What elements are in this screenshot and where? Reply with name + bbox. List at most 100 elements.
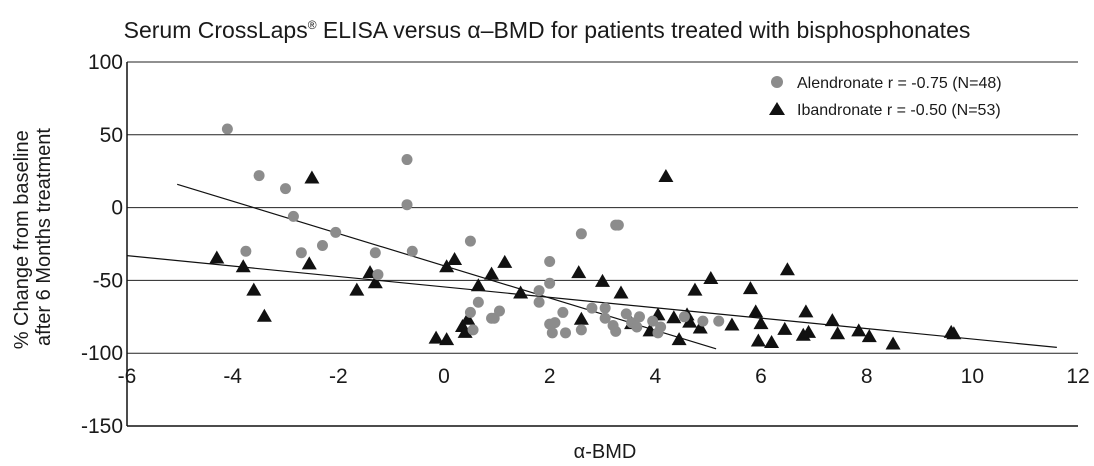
chart-title-main: Serum CrossLaps — [124, 17, 308, 43]
ibandronate-point — [742, 281, 758, 295]
alendronate-point — [280, 183, 291, 195]
alendronate-point — [620, 308, 632, 320]
alendronate-point — [599, 302, 611, 314]
ibandronate-point — [439, 259, 455, 273]
data-points — [209, 123, 962, 350]
ibandronate-point — [571, 265, 587, 279]
alendronate-point — [401, 199, 413, 211]
legend: Alendronate r = -0.75 (N=48) Ibandronate… — [769, 75, 1002, 119]
ibandronate-point — [946, 326, 962, 340]
ibandronate-point — [246, 282, 262, 296]
ibandronate-point — [748, 304, 764, 318]
axes — [126, 62, 1078, 427]
x-tick-label: -4 — [223, 365, 242, 388]
alendronate-point — [549, 317, 561, 329]
alendronate-point — [472, 296, 484, 308]
alendronate-point — [575, 228, 587, 240]
ibandronate-point — [824, 313, 840, 327]
ibandronate-point — [703, 270, 719, 284]
alendronate-point — [372, 269, 384, 281]
alendronate-point — [240, 245, 252, 257]
ibandronate-point — [484, 266, 500, 280]
ibandronate-point — [235, 259, 251, 273]
x-tick-label: 12 — [1066, 365, 1089, 388]
x-tick-label: 2 — [544, 365, 556, 388]
alendronate-point — [633, 311, 645, 323]
ibandronate-point — [497, 254, 513, 268]
alendronate-point — [575, 324, 587, 336]
y-tick-label: 100 — [88, 51, 123, 74]
legend-alendronate-marker — [771, 76, 783, 88]
alendronate-point — [295, 247, 307, 259]
alendronate-point — [560, 327, 572, 339]
alendronate-point — [647, 315, 659, 327]
alendronate-point — [464, 235, 476, 247]
alendronate-point — [546, 327, 558, 339]
y-tick-label: 50 — [100, 124, 123, 147]
legend-alendronate-label: Alendronate r = -0.75 (N=48) — [797, 75, 1002, 92]
ibandronate-point — [750, 333, 766, 347]
alendronate-point — [599, 312, 611, 324]
ibandronate-point — [447, 252, 463, 266]
alendronate-point — [221, 123, 233, 135]
alendronate-point — [713, 315, 725, 327]
y-tick-label: -150 — [81, 415, 123, 438]
chart-title: Serum CrossLaps® ELISA versus α–BMD for … — [124, 17, 971, 43]
gridlines — [127, 61, 1078, 354]
alendronate-point — [610, 325, 622, 337]
regression-line-ibandronate — [126, 255, 1057, 348]
ibandronate-point — [851, 323, 867, 337]
ibandronate-point — [666, 310, 682, 324]
ibandronate-point — [209, 250, 225, 264]
ibandronate-point — [513, 285, 529, 299]
ibandronate-point — [779, 262, 795, 276]
alendronate-point — [253, 170, 265, 182]
ibandronate-point — [658, 169, 674, 183]
alendronate-point — [406, 245, 418, 257]
ibandronate-point — [764, 335, 780, 349]
alendronate-point — [316, 239, 328, 251]
alendronate-point — [544, 277, 556, 289]
alendronate-point — [631, 321, 643, 333]
alendronate-point — [467, 324, 479, 336]
alendronate-point — [678, 311, 690, 323]
alendronate-point — [544, 255, 556, 267]
ibandronate-point — [595, 273, 610, 287]
x-tick-label: 10 — [961, 365, 984, 388]
ibandronate-point — [861, 329, 877, 343]
ibandronate-point — [830, 326, 846, 340]
ibandronate-point — [682, 314, 698, 328]
alendronate-point — [330, 226, 342, 238]
ibandronate-point — [428, 330, 444, 344]
x-tick-label: 0 — [438, 365, 450, 388]
ibandronate-point — [613, 285, 629, 299]
y-tick-label: 0 — [111, 197, 123, 220]
ibandronate-point — [885, 336, 901, 350]
ibandronate-point — [724, 317, 740, 331]
ibandronate-point — [470, 278, 486, 292]
alendronate-point — [697, 315, 709, 327]
ibandronate-point — [801, 324, 817, 338]
x-tick-label: 4 — [649, 365, 661, 388]
ibandronate-point — [457, 324, 473, 338]
y-axis-label-line2: after 6 Months treatment — [33, 128, 55, 346]
x-tick-label: -6 — [118, 365, 137, 388]
tick-labels: 100 50 0 -50 -100 -150 -6 -4 -2 0 2 4 6 8 10 12 — [81, 51, 1090, 438]
ibandronate-point — [777, 321, 793, 335]
chart-title-registered-mark: ® — [308, 18, 317, 32]
ibandronate-point — [301, 256, 317, 270]
x-tick-label: 8 — [861, 365, 873, 388]
ibandronate-point — [256, 308, 272, 322]
x-axis-label: α-BMD — [574, 441, 637, 463]
alendronate-point — [533, 285, 545, 297]
alendronate-point — [533, 296, 545, 308]
ibandronate-point — [687, 282, 703, 296]
x-tick-label: -2 — [329, 365, 348, 388]
regression-lines — [126, 183, 1057, 350]
ibandronate-point — [439, 332, 455, 346]
alendronate-point — [493, 305, 505, 317]
ibandronate-point — [692, 320, 708, 334]
ibandronate-point — [349, 282, 365, 296]
ibandronate-point — [753, 316, 769, 330]
